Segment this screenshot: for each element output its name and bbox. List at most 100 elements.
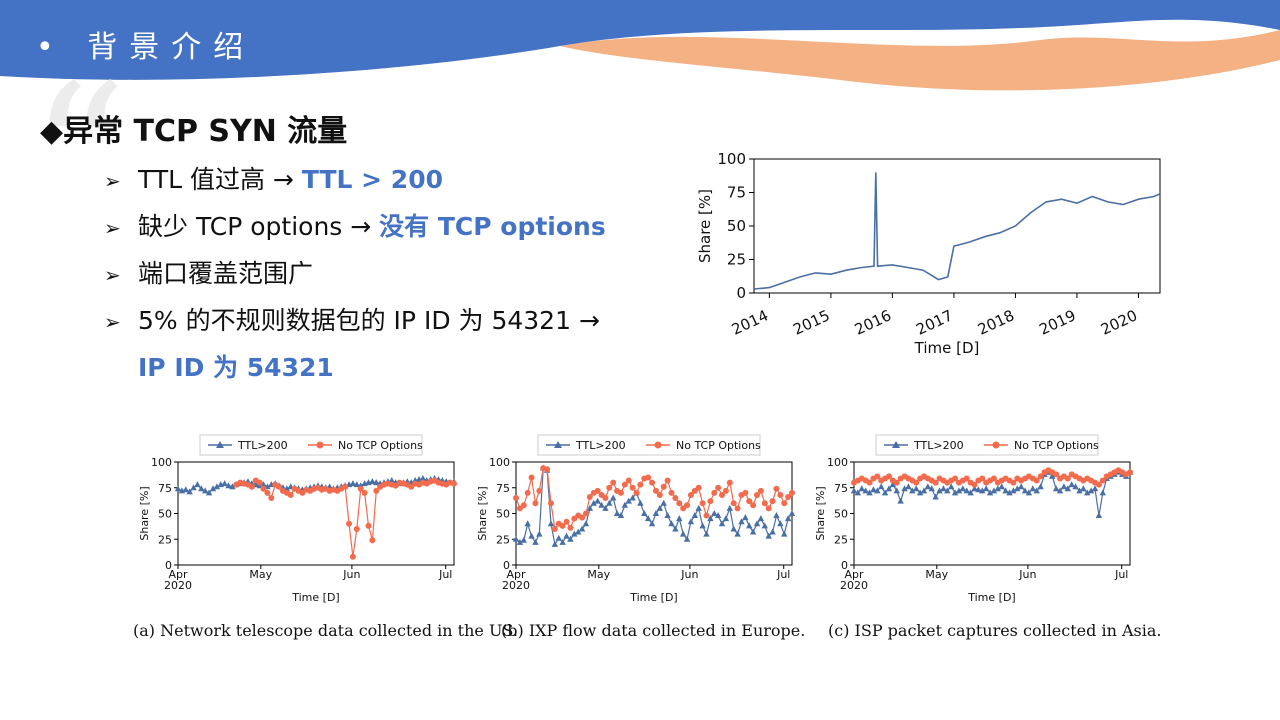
x-tick-label: Jun [1018,568,1036,581]
y-tick-label: 50 [834,508,848,521]
data-point [1099,489,1106,496]
data-point [637,499,644,506]
data-point [579,514,586,521]
data-point [979,487,986,494]
data-point [373,479,380,486]
data-point [718,520,726,527]
bullet-item: ➢ 5% 的不规则数据包的 IP ID 为 54321 → [104,301,606,348]
caption-c: (c) ISP packet captures collected in Asi… [828,621,1162,640]
data-point [963,475,970,482]
data-point [1052,485,1060,492]
data-point [742,489,749,496]
x-axis-label: Time [D] [629,591,677,604]
series-line [753,172,1161,290]
data-point [648,520,656,527]
data-point [866,479,873,486]
data-point [349,553,356,560]
data-point [264,489,271,496]
data-point [1060,483,1068,490]
data-point [637,481,644,488]
data-point [528,532,535,539]
legend-label: TTL>200 [237,439,288,452]
data-point [512,535,520,542]
data-point [1072,483,1079,490]
data-point [672,495,679,502]
legend-label: TTL>200 [913,439,964,452]
data-point [862,487,869,494]
x-axis-label: Time [D] [967,591,1015,604]
data-point [781,530,788,537]
data-point [664,477,671,484]
data-point [940,485,947,492]
data-point [598,501,605,508]
data-point [924,483,932,490]
data-point [369,478,376,485]
data-point [1033,487,1040,494]
bullet-item: ➢ TTL 值过高 → TTL > 200 [104,160,606,207]
ixp-flow-chart: TTL>200 No TCP Options 0 25 50 75 100 Share [%]… [476,434,796,604]
data-point [563,518,570,525]
legend-marker [992,441,1000,449]
data-point [582,510,589,517]
data-point [1056,487,1064,494]
y-tick-label: 50 [158,508,172,521]
y-tick-label: 0 [736,284,746,302]
data-point [559,538,566,545]
data-point [256,479,263,486]
data-point [649,479,656,486]
data-point [715,484,722,491]
data-point [881,489,889,496]
data-point [738,518,745,525]
data-point [524,489,531,496]
data-point [664,512,671,519]
data-point [656,491,663,498]
legend-label: No TCP Options [1014,439,1099,452]
data-point [1064,475,1071,482]
data-point [777,491,784,498]
data-point [182,486,189,493]
data-point [749,528,757,535]
data-point [668,489,675,496]
data-point [734,505,741,512]
data-point [1037,483,1044,490]
x-tick-label: 2017 [913,306,955,338]
data-point [971,481,978,488]
x-tick-label: Apr 2020 [840,568,868,592]
data-point [532,500,539,507]
data-point [990,487,998,494]
header-orange-wave [560,30,1280,91]
legend-label: No TCP Options [676,439,761,452]
data-point [1010,479,1017,486]
data-point [1127,469,1133,476]
data-point [703,512,710,519]
data-point [1037,473,1044,480]
data-point [571,530,578,537]
data-point [1084,489,1091,496]
data-point [746,498,753,505]
data-point [342,483,349,490]
slide-heading: ◆异常 TCP SYN 流量 [40,114,348,149]
data-point [730,500,737,507]
data-point [928,485,935,492]
bullet-highlight: IP ID 为 54321 [138,353,334,382]
legend-label: No TCP Options [338,439,423,452]
data-point [586,494,593,501]
data-point [174,485,182,492]
data-point [901,485,908,492]
bullet-highlight: TTL > 200 [301,165,443,194]
data-point [617,512,625,519]
data-point [711,510,718,516]
data-point [699,500,706,507]
bullet-item: ➢ 缺少 TCP options → 没有 TCP options [104,207,606,254]
data-point [190,484,197,491]
y-tick-label: 50 [727,217,746,235]
quote-mark-decoration: “ [30,44,128,265]
data-point [1091,485,1099,492]
data-point [687,491,694,498]
data-point [520,536,527,543]
plot-frame [177,461,455,566]
y-tick-label: 75 [158,482,172,495]
data-point [1010,487,1017,494]
x-tick-label: 2020 [1098,306,1140,338]
data-point [955,487,963,494]
